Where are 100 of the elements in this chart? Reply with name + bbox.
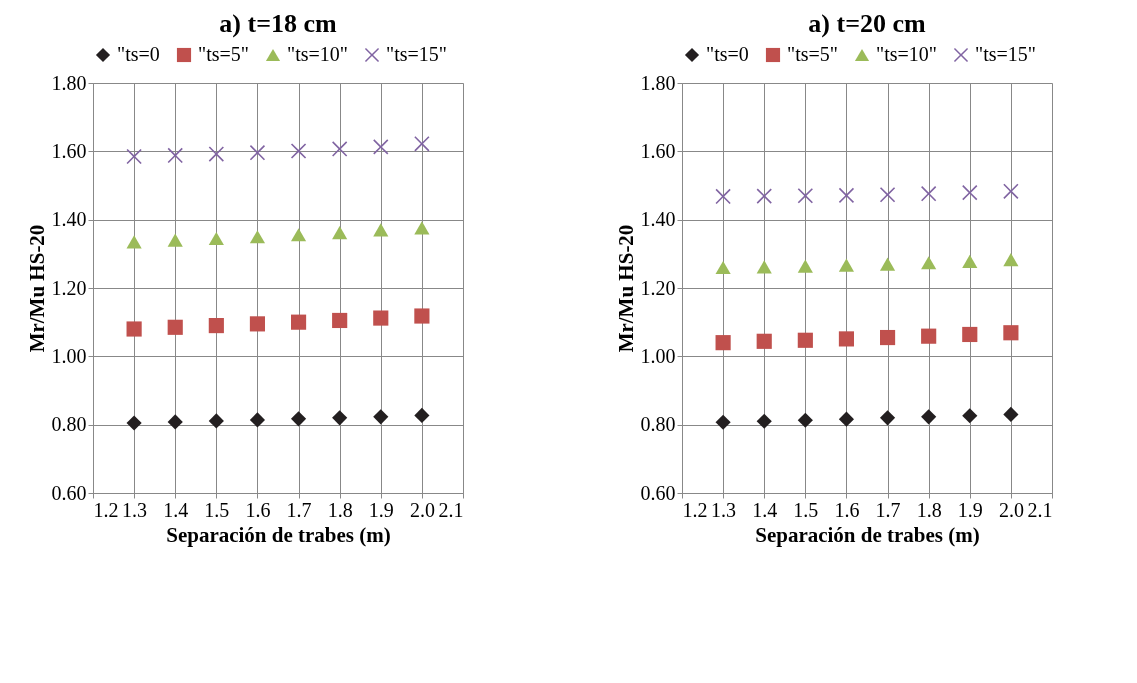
- point: [373, 310, 389, 326]
- point: [962, 408, 978, 424]
- y-tick-label: 0.60: [51, 481, 87, 504]
- y-tick-label: 1.00: [51, 344, 87, 367]
- y-axis-title: Mr/Mu HS-20: [613, 224, 638, 353]
- y-axis-title: Mr/Mu HS-20: [24, 224, 49, 353]
- point: [208, 413, 224, 429]
- point: [715, 335, 731, 351]
- point: [332, 226, 348, 240]
- point: [126, 415, 142, 431]
- point: [373, 139, 389, 155]
- point: [208, 318, 224, 334]
- y-tick-label: 1.80: [51, 71, 87, 94]
- point: [797, 412, 813, 428]
- x-tick-label: 1.7: [286, 498, 312, 521]
- point: [414, 407, 430, 424]
- point: [921, 409, 937, 425]
- x-tick-label: 2.1: [438, 498, 464, 521]
- legend-label: "ts=5": [787, 43, 838, 65]
- point: [715, 414, 731, 430]
- point: [167, 233, 183, 247]
- point: [208, 231, 224, 246]
- point: [879, 329, 896, 346]
- legend-label: "ts=10": [287, 43, 348, 65]
- point: [921, 256, 937, 270]
- x-tick-label: 1.9: [957, 498, 983, 521]
- y-tick-label: 1.80: [640, 71, 676, 94]
- point: [1003, 406, 1019, 422]
- legend-label: "ts=15": [386, 43, 447, 65]
- x-tick-label: 2.1: [1027, 498, 1053, 521]
- y-tick-label: 1.20: [51, 276, 87, 299]
- point: [126, 235, 142, 249]
- y-tick-label: 0.80: [640, 413, 676, 436]
- x-tick-label: 1.9: [368, 498, 394, 521]
- x-tick-label: 1.4: [163, 498, 189, 521]
- x-tick-label: 1.5: [204, 498, 230, 521]
- x-axis-title: Separación de trabes (m): [755, 522, 980, 547]
- point: [249, 316, 266, 332]
- point: [838, 258, 855, 272]
- point: [756, 188, 772, 204]
- point: [414, 136, 430, 152]
- point: [1003, 253, 1019, 267]
- point: [249, 145, 266, 161]
- point: [921, 328, 937, 344]
- point: [249, 230, 266, 244]
- point: [797, 259, 813, 273]
- point: [756, 413, 772, 429]
- point: [838, 411, 855, 427]
- y-tick-label: 0.80: [51, 413, 87, 436]
- legend-label: "ts=15": [975, 43, 1036, 65]
- point: [879, 410, 896, 426]
- y-tick-label: 0.60: [640, 481, 676, 504]
- point: [290, 314, 307, 330]
- point: [838, 187, 855, 203]
- point: [756, 260, 772, 274]
- point: [1003, 325, 1019, 341]
- x-tick-label: 1.6: [834, 498, 860, 521]
- point: [290, 228, 307, 242]
- legend-label: "ts=10": [876, 43, 937, 65]
- legend-label: "ts=0: [117, 43, 160, 65]
- point: [797, 188, 813, 204]
- x-axis-title: Separación de trabes (m): [166, 522, 391, 547]
- point: [756, 333, 772, 349]
- chart-title: a) t=20 cm: [808, 9, 926, 38]
- y-tick-label: 1.40: [51, 208, 87, 231]
- y-tick-label: 1.20: [640, 276, 676, 299]
- point: [373, 409, 389, 425]
- x-tick-label: 2.0: [998, 498, 1024, 521]
- point: [126, 321, 142, 337]
- point: [167, 319, 183, 335]
- point: [414, 308, 430, 324]
- point: [332, 312, 348, 329]
- legend-label: "ts=0: [706, 43, 749, 65]
- point: [797, 332, 813, 348]
- point: [373, 223, 389, 237]
- point: [332, 410, 348, 426]
- point: [167, 414, 183, 430]
- chart-title: a) t=18 cm: [219, 9, 337, 38]
- point: [715, 260, 731, 275]
- point: [414, 221, 430, 235]
- point: [962, 254, 978, 268]
- x-tick-label: 1.6: [245, 498, 271, 521]
- x-tick-label: 1.2: [682, 498, 708, 521]
- x-tick-label: 2.0: [409, 498, 435, 521]
- x-tick-label: 1.4: [752, 498, 778, 521]
- point: [838, 331, 855, 347]
- point: [962, 185, 978, 201]
- point: [962, 326, 978, 343]
- x-tick-label: 1.7: [875, 498, 901, 521]
- y-tick-label: 1.00: [640, 344, 676, 367]
- x-tick-label: 1.8: [327, 498, 353, 521]
- x-tick-label: 1.2: [93, 498, 119, 521]
- y-tick-label: 1.40: [640, 208, 676, 231]
- x-tick-label: 1.3: [711, 498, 737, 521]
- x-tick-label: 1.5: [793, 498, 819, 521]
- y-tick-label: 1.60: [51, 139, 87, 162]
- y-tick-label: 1.60: [640, 139, 676, 162]
- legend-label: "ts=5": [198, 43, 249, 65]
- x-tick-label: 1.8: [916, 498, 942, 521]
- x-tick-label: 1.3: [122, 498, 148, 521]
